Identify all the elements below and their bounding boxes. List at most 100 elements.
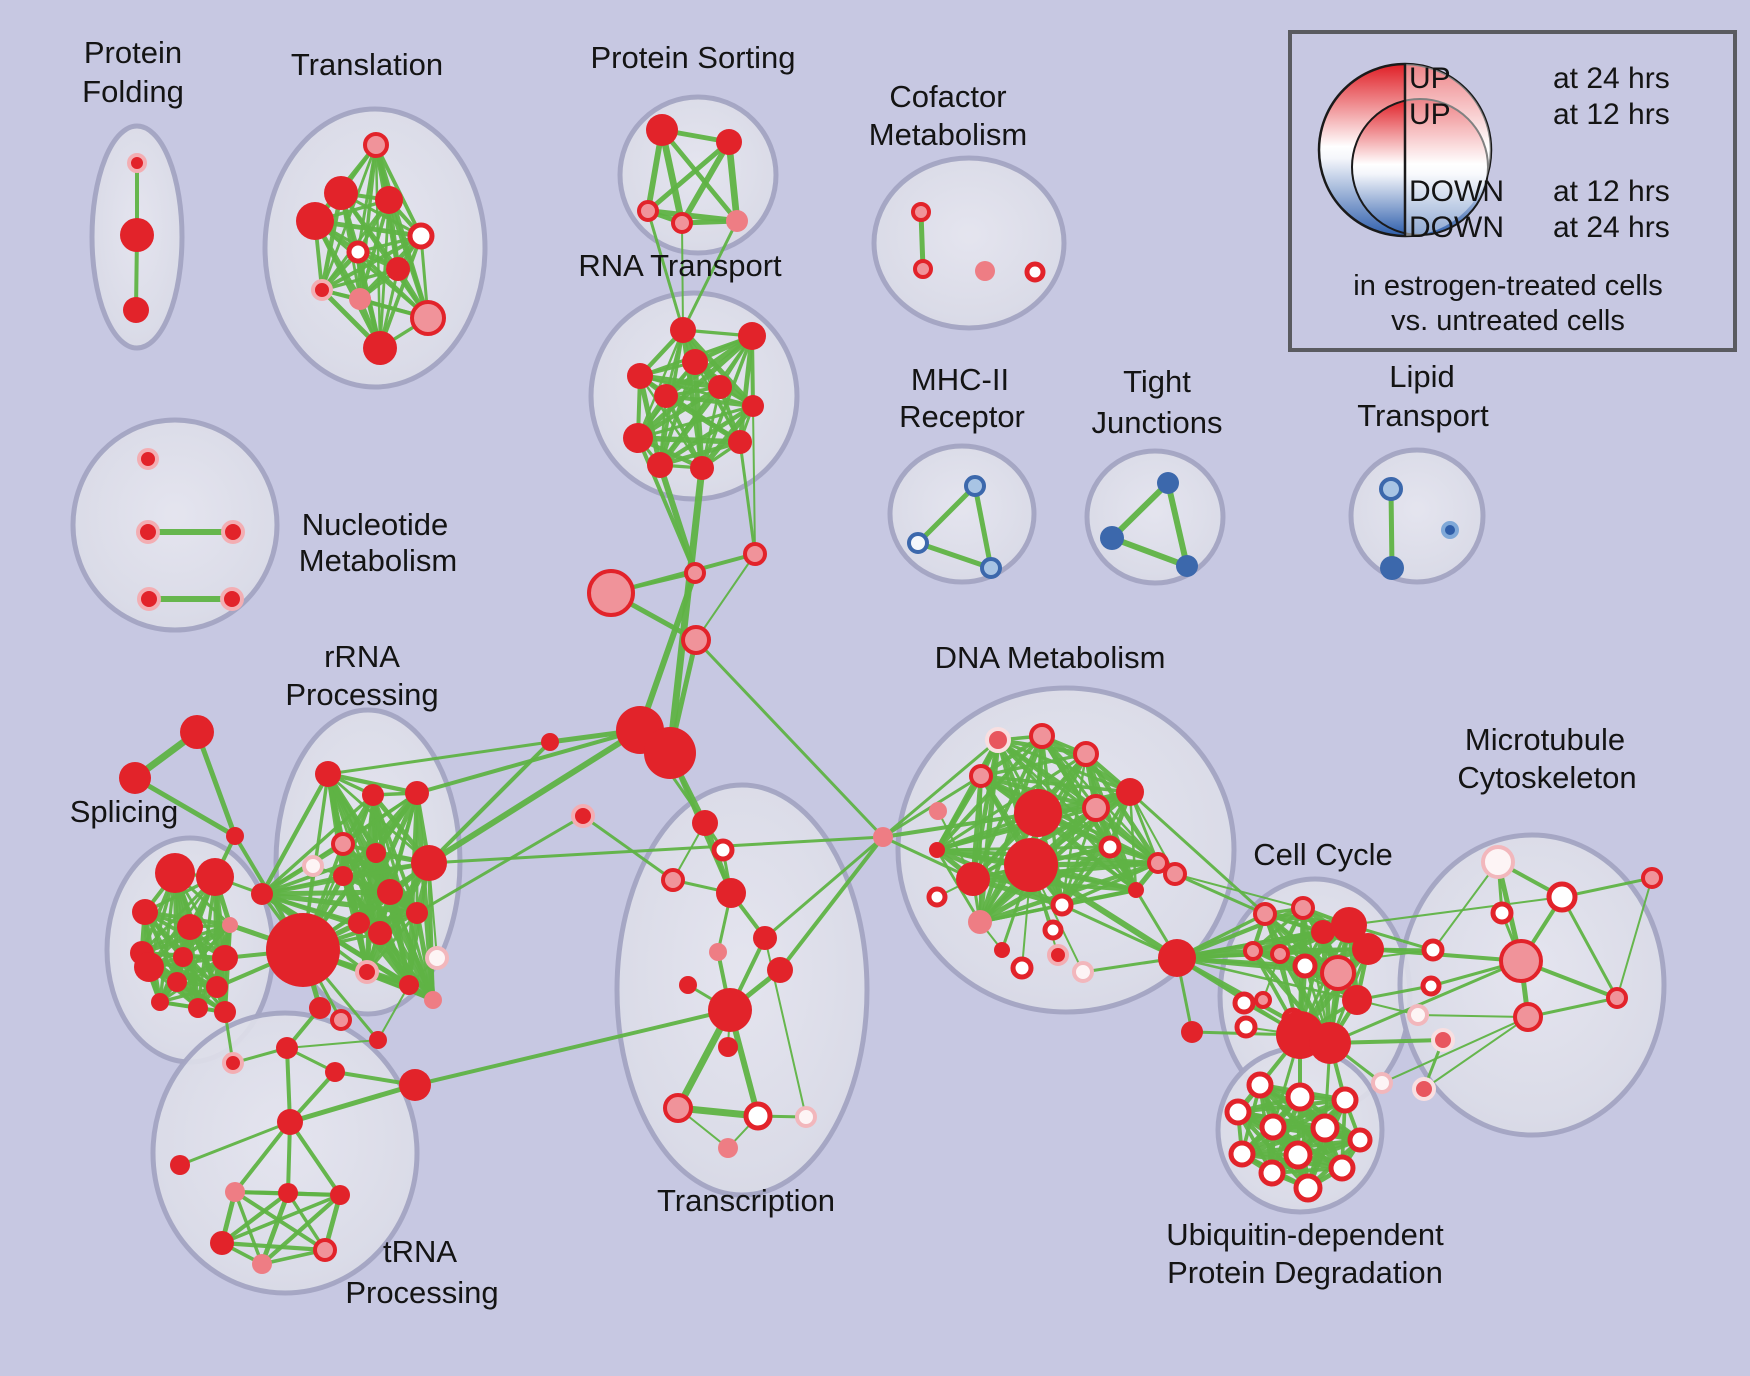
- cluster-bubble-mhc-ii-receptor: [887, 443, 1037, 585]
- edge: [979, 774, 1160, 865]
- node-salmon: [718, 1138, 738, 1158]
- labels-layer: Protein Folding Translation Protein Sorting…: [70, 35, 1637, 1310]
- edge: [219, 1240, 328, 1253]
- node-whitecore: [1421, 938, 1445, 962]
- edge: [219, 1190, 291, 1246]
- node-pinkcore: [1499, 939, 1543, 983]
- node-whitecore: [1490, 901, 1514, 925]
- node-pinkcore: [663, 1093, 693, 1123]
- node-red: [692, 810, 718, 836]
- node-red: [716, 129, 742, 155]
- node-pinkcore: [1641, 867, 1663, 889]
- edge: [259, 891, 420, 916]
- edge: [681, 219, 739, 332]
- node-red: [251, 883, 273, 905]
- edge: [1059, 844, 1113, 908]
- cluster-label-microtubule-cytoskeleton: Microtubule: [1465, 722, 1625, 757]
- edge: [320, 234, 423, 292]
- node-pinkcore: [969, 764, 993, 788]
- node-red: [309, 997, 331, 1019]
- edge: [414, 910, 436, 1003]
- node-red: [173, 947, 193, 967]
- node-red: [324, 176, 358, 210]
- node-pinkcore: [313, 1238, 337, 1262]
- node-whitecore: [1293, 1173, 1323, 1203]
- edge: [881, 738, 1000, 839]
- edge: [1109, 535, 1190, 569]
- edge: [752, 405, 756, 555]
- cluster-label-cofactor-metabolism: Metabolism: [869, 117, 1028, 152]
- nodes-layer: [119, 114, 1663, 1274]
- legend-down24-dir: DOWN: [1409, 211, 1504, 244]
- node-whitecore: [1285, 1082, 1315, 1112]
- node-blueringwhite: [907, 532, 929, 554]
- node-pinkcore: [671, 212, 693, 234]
- cluster-label-protein-folding: Folding: [82, 74, 184, 109]
- node-red: [654, 384, 678, 408]
- edge: [147, 923, 232, 969]
- node-red: [1116, 778, 1144, 806]
- node-red: [377, 879, 403, 905]
- node-whitecore: [1232, 991, 1256, 1015]
- node-salmon: [726, 210, 748, 232]
- node-pinkcore: [330, 1009, 352, 1031]
- edge: [1060, 903, 1179, 960]
- cluster-label-lipid-transport: Transport: [1357, 398, 1489, 433]
- edge: [934, 773, 984, 853]
- cluster-label-transcription: Transcription: [657, 1183, 835, 1218]
- cluster-label-dna-metabolism: DNA Metabolism: [935, 640, 1166, 675]
- node-red: [1181, 1021, 1203, 1043]
- edge: [132, 775, 238, 839]
- legend-faded-half: [1405, 64, 1491, 236]
- cluster-bubble-trna-processing: [150, 1010, 420, 1296]
- node-red: [177, 914, 203, 940]
- edge: [1381, 1016, 1529, 1084]
- node-pinkcore: [637, 200, 659, 222]
- node-red: [679, 976, 697, 994]
- node-pinkcore: [743, 542, 767, 566]
- edge: [259, 1192, 343, 1267]
- cluster-label-tight-junctions: Tight: [1123, 364, 1191, 399]
- node-red: [405, 781, 429, 805]
- legend-down12-time: at 12 hrs: [1553, 175, 1670, 208]
- node-red: [366, 843, 386, 863]
- legend-inner-ring-12hrs: [1351, 98, 1489, 236]
- edge: [259, 889, 393, 897]
- edge: [657, 439, 743, 468]
- node-red: [132, 899, 158, 925]
- node-pinkcore: [913, 259, 933, 279]
- node-red: [1128, 882, 1144, 898]
- edge: [1109, 480, 1171, 541]
- legend-up24-time: at 24 hrs: [1553, 62, 1670, 95]
- edge: [378, 234, 423, 350]
- node-salmon: [222, 917, 238, 933]
- edge: [426, 727, 643, 866]
- edge: [427, 861, 435, 1002]
- cluster-label-nucleotide-metabolism: Nucleotide: [302, 507, 448, 542]
- edge: [881, 811, 1040, 839]
- node-pinkring: [136, 520, 160, 544]
- cluster-label-protein-folding: Protein: [84, 35, 182, 70]
- node-red: [369, 1031, 387, 1049]
- node-red: [1004, 838, 1058, 892]
- legend-footer-line1: in estrogen-treated cells: [1353, 270, 1663, 302]
- node-red: [690, 456, 714, 480]
- edge: [1560, 895, 1619, 1000]
- edge: [915, 540, 994, 571]
- edge: [699, 403, 756, 471]
- node-whitecore: [1331, 1086, 1359, 1114]
- legend-footer-line2: vs. untreated cells: [1391, 305, 1625, 337]
- edge: [1348, 896, 1563, 926]
- node-pinkcore: [331, 832, 355, 856]
- cluster-bubble-cofactor-metabolism: [871, 155, 1067, 331]
- node-red: [315, 761, 341, 787]
- edge: [1165, 480, 1190, 569]
- cluster-label-rrna-processing: Processing: [285, 677, 438, 712]
- node-red: [647, 452, 673, 478]
- node-red: [278, 1183, 298, 1203]
- edge: [695, 553, 756, 641]
- edge: [763, 835, 885, 940]
- edge: [427, 740, 552, 865]
- edge: [935, 752, 1088, 852]
- node-paleringred: [1431, 1028, 1455, 1052]
